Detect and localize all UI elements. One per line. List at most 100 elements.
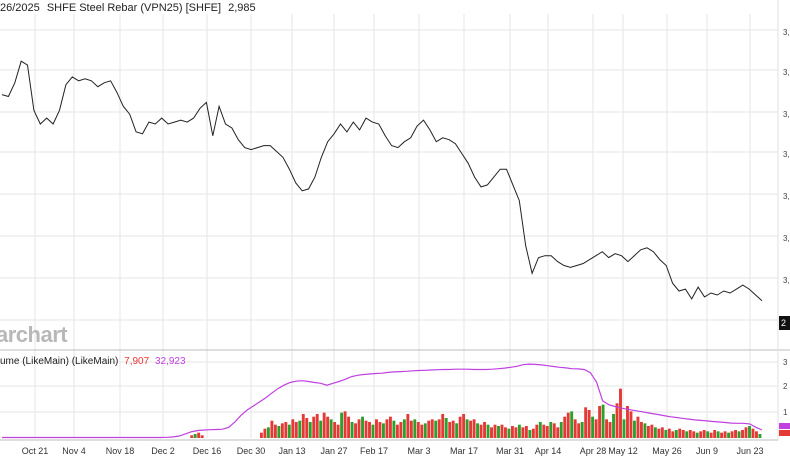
volume-bar	[542, 424, 546, 438]
volume-bar	[737, 431, 741, 438]
volume-bar	[734, 430, 737, 438]
volume-bar	[727, 432, 731, 438]
volume-bar	[720, 432, 724, 438]
volume-bar	[326, 416, 330, 438]
volume-bar	[681, 430, 685, 438]
volume-bar	[200, 435, 204, 438]
volume-bar	[329, 419, 333, 438]
volume-bar	[266, 427, 270, 438]
chart-title: 26/2025 SHFE Steel Rebar (VPN25) [SHFE] …	[0, 2, 256, 14]
volume-bar	[594, 419, 598, 438]
volume-bar	[619, 388, 622, 438]
price-y-tick-label: 3,	[783, 150, 790, 159]
volume-bar	[388, 416, 392, 438]
barchart-watermark: archart	[0, 322, 68, 347]
volume-bar	[636, 416, 640, 438]
volume-bar	[626, 406, 629, 438]
volume-bar	[744, 427, 748, 438]
x-tick-label: Nov 4	[62, 446, 86, 456]
volume-bar	[319, 420, 323, 438]
volume-bar	[382, 423, 385, 438]
volume-y-tick-label: 1	[783, 408, 788, 417]
price-y-tick-label: 3,	[783, 276, 790, 285]
volume-bar	[490, 427, 493, 438]
x-tick-label: Oct 21	[22, 446, 49, 456]
volume-bar	[483, 422, 486, 438]
volume-bar	[315, 414, 319, 438]
volume-bar	[263, 428, 267, 438]
volume-bar	[741, 430, 744, 438]
volume-bar	[465, 419, 469, 438]
x-tick-label: Mar 17	[450, 446, 478, 456]
volume-bar	[730, 431, 734, 438]
volume-bar	[615, 403, 619, 438]
volume-bar	[702, 430, 706, 438]
volume-bar	[416, 422, 420, 438]
volume-bar	[368, 422, 371, 438]
volume-bar	[545, 426, 549, 438]
volume-bar	[510, 426, 514, 438]
volume-bar	[354, 423, 357, 438]
volume-bar	[444, 418, 448, 438]
volume-bar	[653, 427, 657, 438]
volume-bar	[385, 419, 389, 438]
volume-bar	[493, 424, 497, 438]
volume-bar	[538, 422, 542, 438]
volume-bar	[584, 407, 588, 438]
volume-bar	[591, 416, 595, 438]
volume-bar	[688, 430, 692, 438]
volume-bar	[706, 431, 710, 438]
volume-bar	[650, 424, 654, 438]
volume-bar	[692, 431, 696, 438]
volume-bar	[333, 422, 337, 438]
volume-bar	[643, 423, 647, 438]
volume-bar	[350, 422, 354, 438]
volume-bar	[570, 411, 574, 438]
volume-average-line	[2, 363, 763, 439]
volume-bar	[646, 426, 650, 438]
volume-bar	[699, 431, 703, 438]
volume-bar	[577, 423, 581, 438]
volume-bar	[277, 426, 281, 438]
volume-last-marker	[779, 430, 790, 436]
volume-bar	[291, 419, 295, 438]
volume-bar	[284, 422, 288, 438]
volume-bar	[507, 428, 511, 438]
volume-bar	[486, 424, 490, 438]
volume-bar	[270, 420, 274, 438]
volume-bar	[420, 424, 424, 438]
volume-bar	[301, 414, 305, 438]
volume-legend-label: ume (LikeMain) (LikeMain)	[0, 356, 119, 367]
volume-bar	[357, 419, 361, 438]
volume-bar	[549, 422, 553, 438]
volume-last-value: 7,907	[124, 356, 150, 367]
volume-bar	[409, 420, 413, 438]
x-tick-label: Jan 27	[320, 446, 347, 456]
volume-bar	[298, 420, 302, 438]
title-name: SHFE Steel Rebar (VPN25) [SHFE]	[46, 2, 222, 14]
volume-bar	[573, 419, 577, 438]
x-tick-label: Dec 16	[193, 446, 222, 456]
volume-bar	[660, 427, 664, 438]
volume-bar	[312, 416, 316, 438]
volume-bar	[695, 432, 699, 438]
x-tick-label: Dec 2	[151, 446, 175, 456]
volume-bar	[308, 422, 312, 438]
volume-bar	[294, 422, 298, 438]
volume-bar	[322, 412, 326, 438]
x-tick-label: Dec 30	[237, 446, 266, 456]
price-y-tick-label: 3,	[783, 192, 790, 201]
x-tick-label: Mar 31	[496, 446, 524, 456]
volume-bar	[458, 416, 462, 438]
volume-bar	[559, 422, 563, 438]
volume-bar	[598, 406, 602, 438]
volume-y-tick-label: 2	[783, 382, 788, 391]
title-last-price: 2,985	[228, 2, 256, 14]
volume-bar	[469, 420, 473, 438]
title-date: 26/2025	[0, 2, 40, 14]
volume-bar	[423, 423, 427, 438]
volume-bar	[667, 428, 671, 438]
x-tick-label: Feb 17	[360, 446, 388, 456]
volume-bar	[280, 423, 284, 438]
volume-bar	[528, 430, 532, 438]
